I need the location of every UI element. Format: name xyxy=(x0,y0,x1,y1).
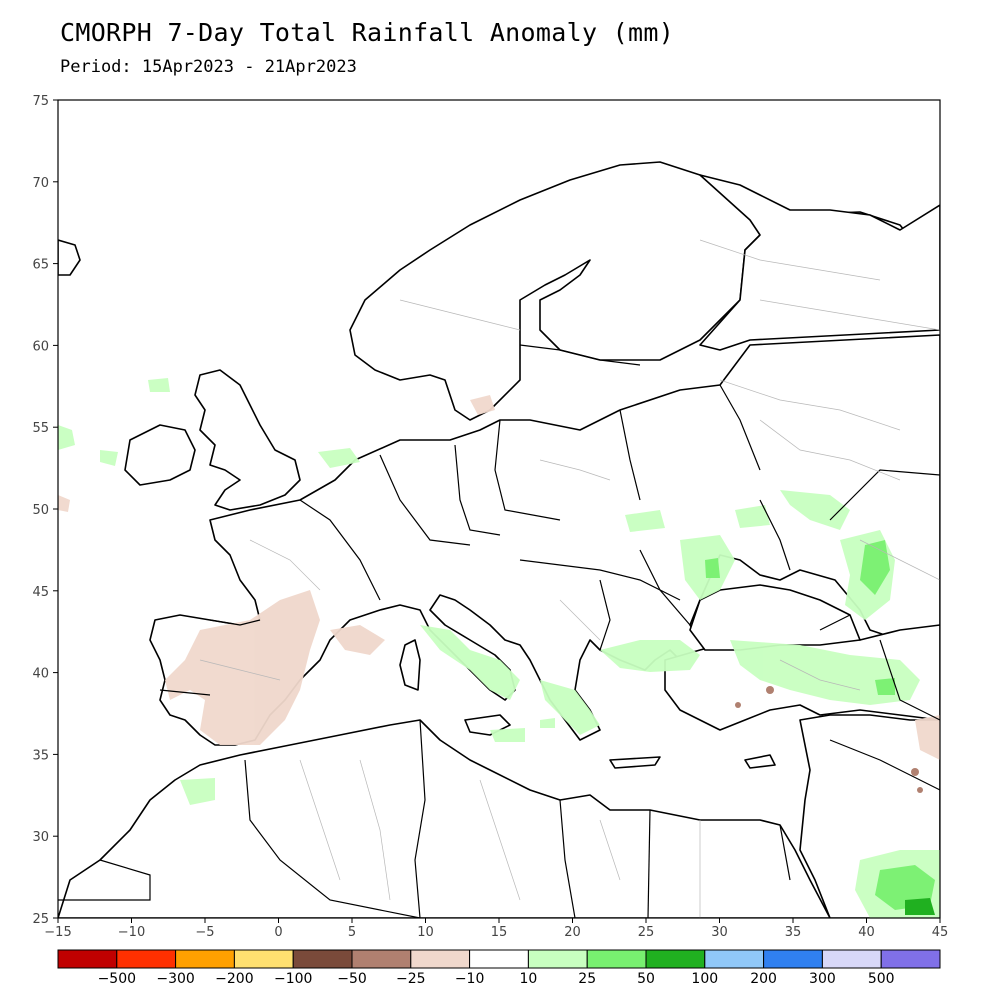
lon-tick-label: 15 xyxy=(491,925,508,940)
heavy-wet-shading xyxy=(905,898,935,915)
lat-tick-label: 25 xyxy=(32,912,49,927)
lon-tick-label: 40 xyxy=(858,925,875,940)
continental-europe xyxy=(149,334,940,746)
moderate-wet-shading xyxy=(705,540,935,910)
colorbar-swatch xyxy=(586,949,647,969)
colorbar-swatch xyxy=(880,949,941,969)
corsica-sardinia xyxy=(399,639,421,691)
lon-tick-label: −5 xyxy=(195,925,214,940)
colorbar-swatch xyxy=(704,949,765,969)
colorbar-swatch xyxy=(116,949,177,969)
lat-tick-label: 70 xyxy=(32,176,49,191)
colorbar-label: 100 xyxy=(691,971,718,987)
colorbar-label: 500 xyxy=(868,971,895,987)
colorbar-swatch xyxy=(175,949,235,969)
lat-tick-label: 40 xyxy=(32,667,49,682)
cyprus xyxy=(744,754,776,769)
colorbar-label: 10 xyxy=(519,971,537,987)
lat-tick-label: 30 xyxy=(32,830,49,845)
map-period: Period: 15Apr2023 - 21Apr2023 xyxy=(60,57,357,77)
colorbar-swatch xyxy=(821,949,882,969)
lon-tick-label: 5 xyxy=(348,925,356,940)
crete xyxy=(609,756,661,769)
map-layers xyxy=(58,161,940,918)
colorbar-label: 200 xyxy=(750,971,777,987)
colorbar-swatch xyxy=(527,949,588,969)
admin-borders xyxy=(199,239,940,918)
lon-tick-label: 0 xyxy=(274,925,282,940)
lon-tick-label: 20 xyxy=(564,925,581,940)
lon-tick-label: 25 xyxy=(638,925,655,940)
lat-tick-label: 75 xyxy=(32,94,49,109)
ireland xyxy=(124,424,196,486)
colorbar-label: −500 xyxy=(98,971,136,987)
colorbar-swatch xyxy=(469,949,529,969)
lon-tick-label: −15 xyxy=(44,925,71,940)
colorbar-swatch xyxy=(233,949,294,969)
north-africa xyxy=(58,719,831,918)
dry-anomaly-shading xyxy=(58,395,940,760)
colorbar: −500 −300 −200 −100 −50 −25 −10 10 25 50 100 200 300… xyxy=(57,949,941,987)
latitude-ticks: 25 30 35 40 45 50 55 60 65 70 75 xyxy=(32,94,58,927)
colorbar-label: −100 xyxy=(274,971,312,987)
colorbar-swatch xyxy=(410,949,471,969)
colorbar-label: −300 xyxy=(156,971,194,987)
colorbar-label: −200 xyxy=(215,971,253,987)
colorbar-label: 25 xyxy=(578,971,596,987)
colorbar-label: −25 xyxy=(396,971,426,987)
country-borders xyxy=(58,344,940,918)
lat-tick-label: 35 xyxy=(32,748,49,763)
black-sea xyxy=(689,584,861,651)
colorbar-label: −10 xyxy=(455,971,485,987)
lon-tick-label: 10 xyxy=(417,925,434,940)
colorbar-label: 50 xyxy=(637,971,655,987)
lat-tick-label: 65 xyxy=(32,258,49,273)
longitude-ticks: −15 −10 −5 0 5 10 15 20 25 30 35 40 45 xyxy=(44,918,948,940)
great-britain xyxy=(194,369,301,511)
lat-tick-label: 55 xyxy=(32,421,49,436)
lat-tick-label: 50 xyxy=(32,503,49,518)
colorbar-label: 300 xyxy=(809,971,836,987)
colorbar-label: −50 xyxy=(337,971,367,987)
colorbar-swatch xyxy=(57,949,118,969)
lat-tick-label: 60 xyxy=(32,339,49,354)
colorbar-swatch xyxy=(645,949,706,969)
colorbar-swatch xyxy=(351,949,412,969)
lat-tick-label: 45 xyxy=(32,585,49,600)
iceland-fragment xyxy=(58,239,81,276)
lon-tick-label: 30 xyxy=(711,925,728,940)
lon-tick-label: 45 xyxy=(932,925,949,940)
colorbar-swatch xyxy=(292,949,353,969)
colorbar-swatch xyxy=(763,949,823,969)
lon-tick-label: −10 xyxy=(118,925,145,940)
map-title: CMORPH 7-Day Total Rainfall Anomaly (mm) xyxy=(60,18,675,47)
lon-tick-label: 35 xyxy=(785,925,802,940)
north-russia-landmass xyxy=(699,174,940,351)
moderate-dry-spots xyxy=(735,686,923,793)
